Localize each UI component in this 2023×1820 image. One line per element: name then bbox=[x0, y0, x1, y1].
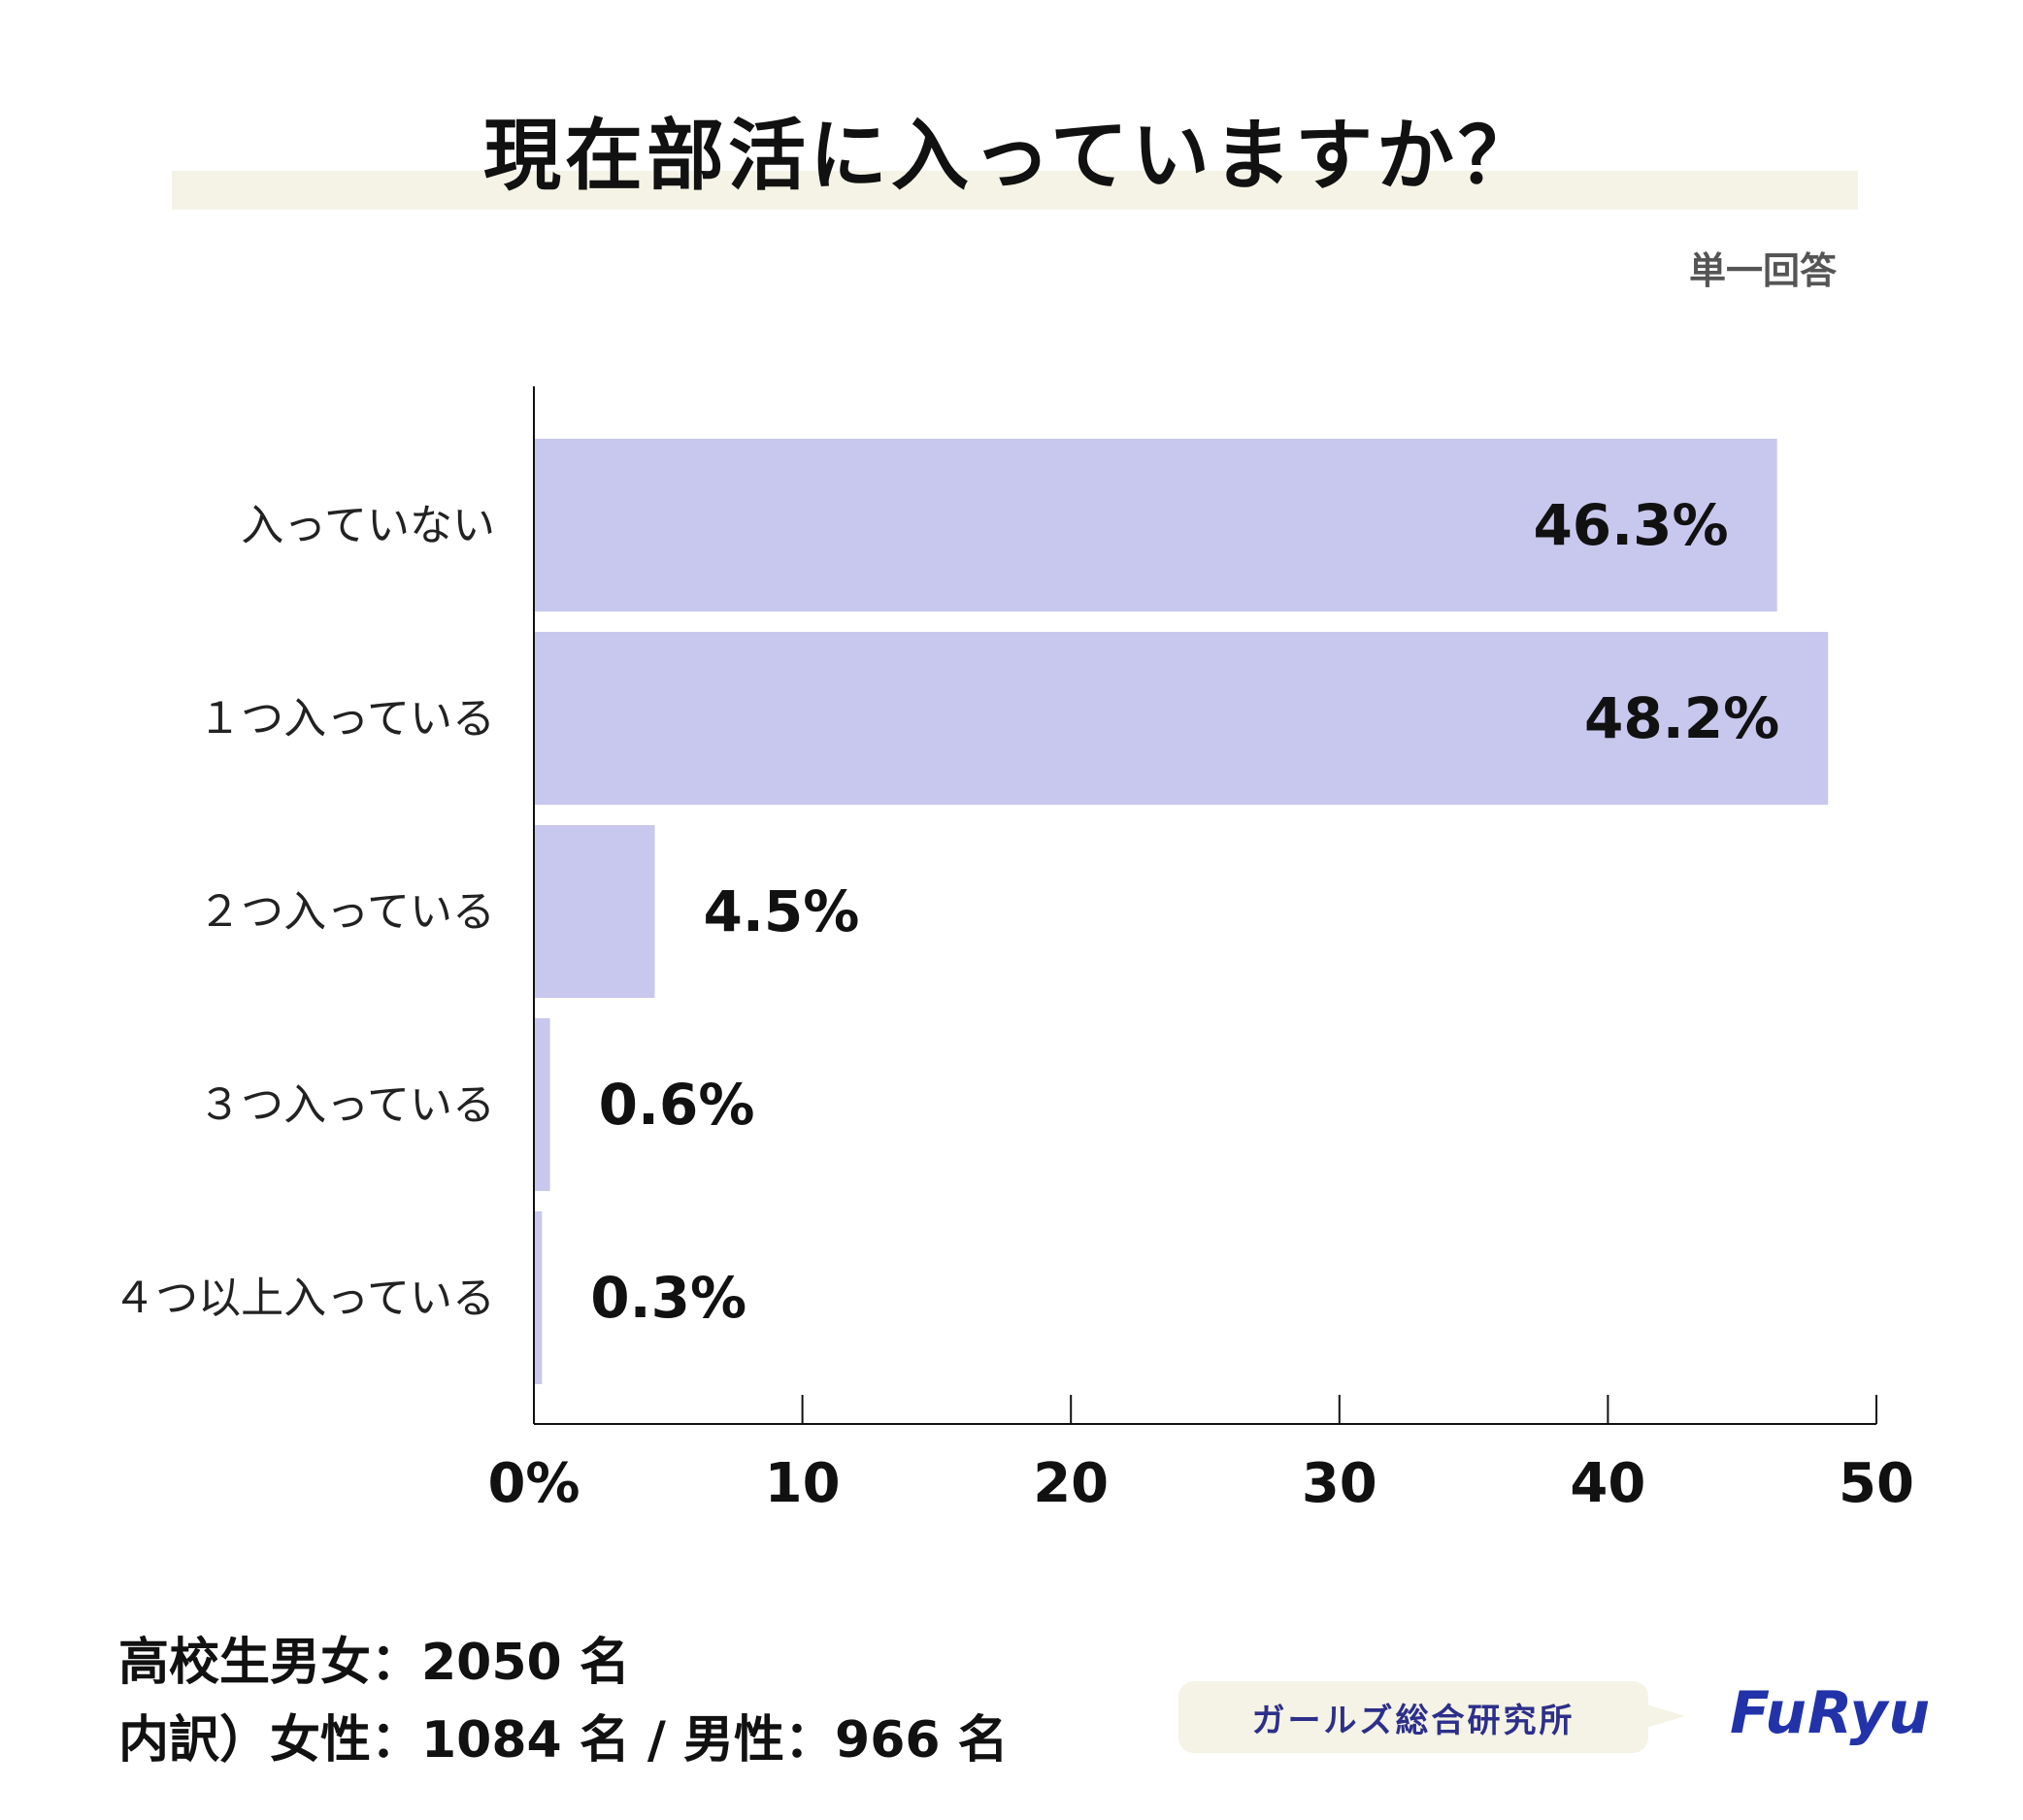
value-label-3: 4.5% bbox=[703, 878, 859, 944]
sample-total: 高校生男女：2050 名 bbox=[118, 1634, 630, 1692]
value-label-1: 46.3% bbox=[1533, 492, 1728, 558]
answer-type-label: 単一回答 bbox=[1688, 249, 1837, 292]
x-tick-label-0: 0% bbox=[487, 1452, 580, 1515]
category-label-3: ２つ入っている bbox=[198, 887, 495, 937]
category-label-1: 入っていない bbox=[241, 501, 495, 550]
bar-1 bbox=[534, 439, 1777, 612]
category-label-5: ４つ以上入っている bbox=[113, 1274, 495, 1323]
category-label-4: ３つ入っている bbox=[198, 1080, 495, 1130]
badge-pointer bbox=[1646, 1704, 1685, 1728]
bar-2 bbox=[534, 632, 1829, 805]
x-tick-label-1: 10 bbox=[765, 1452, 841, 1515]
x-tick-label-4: 40 bbox=[1570, 1452, 1645, 1515]
value-label-2: 48.2% bbox=[1584, 685, 1779, 751]
x-tick-label-2: 20 bbox=[1033, 1452, 1109, 1515]
axis-layer: 0% 10 20 30 40 50 bbox=[487, 386, 1914, 1515]
category-label-2: １つ入っている bbox=[198, 694, 495, 744]
x-tick-label-3: 30 bbox=[1302, 1452, 1377, 1515]
bar-5 bbox=[534, 1211, 543, 1384]
x-tick-label-5: 50 bbox=[1839, 1452, 1914, 1515]
bars-layer bbox=[534, 439, 1829, 1384]
research-institute-badge: ガールズ総合研究所 bbox=[1178, 1681, 1648, 1753]
bar-3 bbox=[534, 825, 655, 998]
chart-title: 現在部活に入っていますか？ bbox=[483, 111, 1540, 201]
value-label-4: 0.6% bbox=[599, 1072, 755, 1138]
title-highlight-band bbox=[172, 171, 1858, 210]
bar-4 bbox=[534, 1018, 550, 1191]
value-label-5: 0.3% bbox=[590, 1265, 746, 1331]
sample-breakdown: 内訳）女性：1084 名 / 男性：966 名 bbox=[118, 1711, 1009, 1770]
furyu-logo: FuRyu bbox=[1730, 1679, 1932, 1747]
labels-layer: 入っていない 46.3% １つ入っている 48.2% ２つ入っている 4.5% ３つ入ってい… bbox=[113, 492, 1779, 1331]
